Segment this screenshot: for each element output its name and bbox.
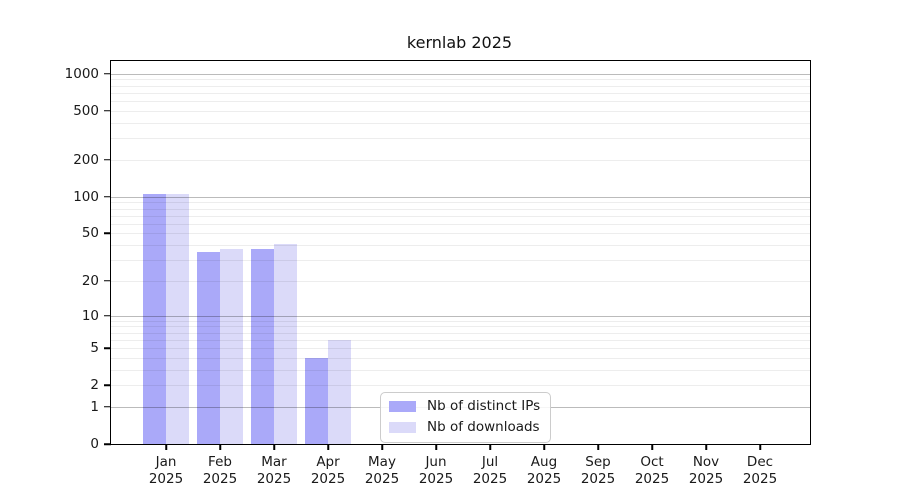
y-tick-mark bbox=[104, 384, 111, 386]
plot-area: Nb of distinct IPs Nb of downloads 0 1 2 5 1… bbox=[65, 60, 811, 487]
x-tick-mark bbox=[381, 444, 383, 450]
bar-distinct-ips bbox=[251, 249, 274, 444]
minor-gridline bbox=[111, 369, 810, 371]
y-tick-label: 5 bbox=[90, 340, 99, 356]
y-tick-mark bbox=[104, 159, 111, 161]
minor-gridline bbox=[111, 110, 810, 112]
minor-gridline bbox=[111, 208, 810, 210]
bar-downloads bbox=[166, 194, 189, 444]
minor-gridline bbox=[111, 138, 810, 140]
y-tick-mark bbox=[104, 195, 111, 198]
x-tick-mark bbox=[165, 444, 167, 450]
minor-gridline bbox=[111, 92, 810, 94]
distinct-ips-swatch bbox=[389, 401, 416, 412]
minor-gridline bbox=[111, 339, 810, 341]
minor-gridline bbox=[111, 122, 810, 124]
x-tick-label: Jul 2025 bbox=[472, 454, 508, 487]
downloads-swatch bbox=[389, 422, 416, 433]
minor-gridline bbox=[111, 215, 810, 217]
x-tick-label: Dec 2025 bbox=[742, 454, 778, 487]
x-tick-mark bbox=[435, 444, 437, 450]
minor-gridline bbox=[111, 385, 810, 387]
y-tick-mark bbox=[104, 443, 111, 445]
y-tick-mark bbox=[104, 347, 111, 349]
x-tick-mark bbox=[489, 444, 491, 450]
x-tick-label: Oct 2025 bbox=[634, 454, 670, 487]
y-tick-mark bbox=[104, 72, 111, 75]
y-tick-mark bbox=[104, 232, 111, 235]
distinct-ips-label: Nb of distinct IPs bbox=[427, 398, 541, 414]
minor-gridline bbox=[111, 260, 810, 261]
bar-downloads bbox=[220, 249, 243, 444]
x-tick-label: Mar 2025 bbox=[256, 454, 292, 487]
chart-title: kernlab 2025 bbox=[406, 33, 513, 52]
downloads-label: Nb of downloads bbox=[427, 419, 540, 435]
y-tick-label: 50 bbox=[81, 225, 99, 242]
x-tick-mark bbox=[219, 444, 221, 450]
y-tick-label: 1000 bbox=[64, 65, 99, 82]
minor-gridline bbox=[111, 357, 810, 359]
minor-gridline bbox=[111, 245, 810, 246]
bar-downloads bbox=[328, 339, 351, 444]
x-tick-label: May 2025 bbox=[364, 454, 400, 487]
y-tick-label: 1 bbox=[90, 398, 99, 415]
y-tick-label: 20 bbox=[81, 272, 99, 289]
bar-downloads bbox=[274, 243, 297, 444]
x-tick-mark bbox=[273, 444, 275, 450]
x-tick-label: Apr 2025 bbox=[310, 454, 346, 487]
minor-gridline bbox=[111, 280, 810, 282]
x-tick-mark bbox=[327, 444, 329, 450]
x-tick-mark bbox=[651, 444, 653, 450]
minor-gridline bbox=[111, 202, 810, 204]
minor-gridline bbox=[111, 101, 810, 103]
minor-gridline bbox=[111, 332, 810, 334]
bar-distinct-ips bbox=[143, 194, 166, 444]
major-gridline bbox=[111, 315, 810, 317]
x-tick-mark bbox=[543, 444, 545, 450]
major-gridline bbox=[111, 196, 810, 198]
x-tick-label: Jan 2025 bbox=[148, 454, 184, 487]
y-tick-label: 100 bbox=[73, 188, 99, 205]
minor-gridline bbox=[111, 85, 810, 87]
y-tick-label: 0 bbox=[90, 436, 99, 452]
y-tick-label: 10 bbox=[81, 307, 99, 324]
minor-gridline bbox=[111, 233, 810, 235]
x-tick-mark bbox=[759, 444, 761, 450]
minor-gridline bbox=[111, 320, 810, 322]
minor-gridline bbox=[111, 159, 810, 161]
x-tick-label: Aug 2025 bbox=[526, 454, 562, 487]
y-tick-mark bbox=[104, 406, 111, 408]
legend-item-distinct-ips: Nb of distinct IPs bbox=[389, 399, 540, 414]
minor-gridline bbox=[111, 223, 810, 225]
y-tick-mark bbox=[104, 110, 111, 112]
legend-item-downloads: Nb of downloads bbox=[389, 420, 540, 435]
bar-distinct-ips bbox=[305, 357, 328, 444]
x-tick-label: Jun 2025 bbox=[418, 454, 454, 487]
y-tick-mark bbox=[104, 280, 111, 282]
minor-gridline bbox=[111, 348, 810, 349]
minor-gridline bbox=[111, 79, 810, 81]
y-tick-label: 200 bbox=[73, 151, 99, 168]
major-gridline bbox=[111, 73, 810, 75]
x-tick-label: Feb 2025 bbox=[202, 454, 238, 487]
minor-gridline bbox=[111, 326, 810, 328]
y-tick-label: 2 bbox=[90, 377, 99, 394]
x-tick-label: Sep 2025 bbox=[580, 454, 616, 487]
legend: Nb of distinct IPs Nb of downloads bbox=[380, 392, 552, 443]
x-tick-label: Nov 2025 bbox=[688, 454, 724, 487]
bar-distinct-ips bbox=[197, 252, 220, 444]
x-tick-mark bbox=[597, 444, 599, 450]
x-tick-mark bbox=[705, 444, 707, 450]
y-tick-mark bbox=[104, 314, 111, 317]
y-tick-label: 500 bbox=[73, 102, 99, 119]
